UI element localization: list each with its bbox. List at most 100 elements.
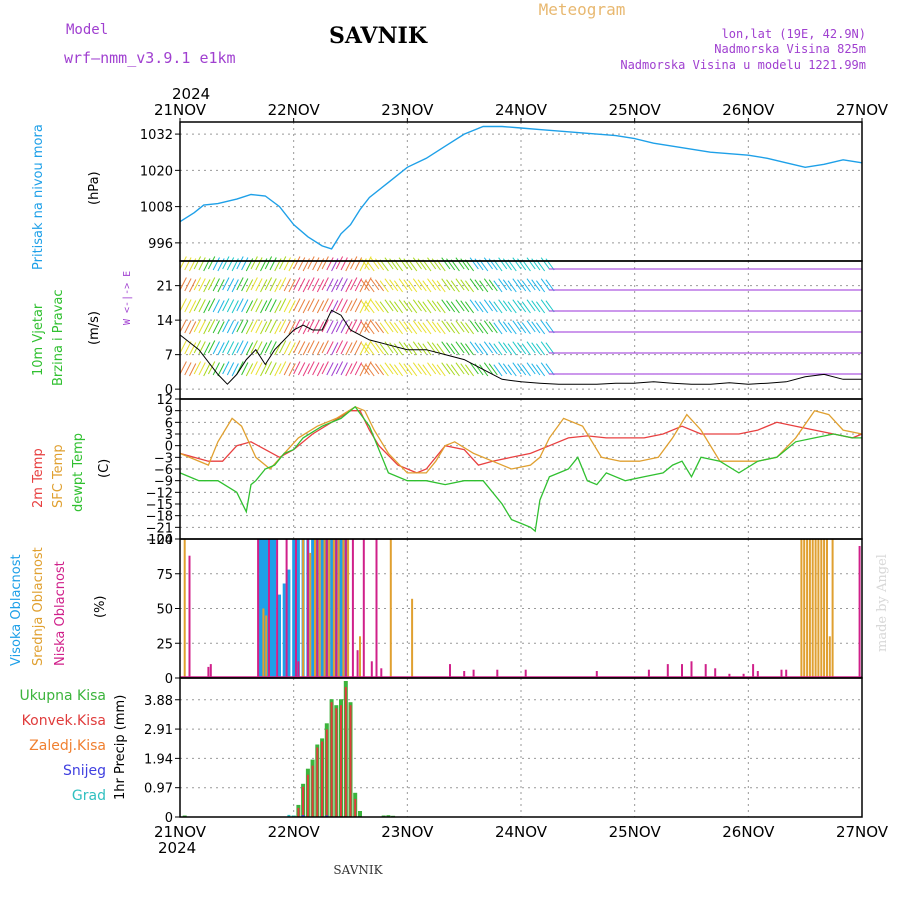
wind-barb [483, 257, 493, 270]
wind-barb [379, 301, 389, 314]
low-cloud-bar [647, 669, 650, 678]
wind-barb [245, 363, 254, 377]
low-cloud-bar [356, 650, 359, 678]
wind-barb [193, 361, 202, 375]
wind-barb [526, 278, 536, 291]
wind-barb [464, 322, 475, 335]
wind-barb [283, 320, 291, 334]
wind-barb [293, 256, 301, 270]
low-cloud-bar [335, 539, 338, 678]
wind-barb [483, 341, 493, 354]
wind-barb [469, 362, 479, 375]
y-tick-label: 3 [165, 428, 173, 443]
wind-barb [226, 299, 235, 313]
wind-barb [222, 361, 230, 375]
wind-barb [521, 322, 531, 335]
wind-barb [241, 299, 249, 313]
wind-barb [535, 343, 546, 356]
mid-cloud-bar [389, 539, 392, 678]
wind-barb [393, 322, 404, 335]
wind-barb [498, 320, 508, 333]
wind-barb [255, 278, 263, 292]
time-label-top: 24NOV [495, 101, 548, 119]
wind-barb [255, 341, 263, 355]
wind-barb [441, 278, 451, 291]
wind-barb [283, 257, 291, 271]
wind-barb [331, 321, 339, 335]
wind-barb [427, 278, 437, 291]
wind-barb [422, 322, 432, 335]
time-label-top: 23NOV [381, 101, 434, 119]
wind-barb [179, 319, 187, 333]
temp-label-2m: 2m Temp [31, 448, 46, 508]
wind-barb [403, 279, 413, 292]
conv-precip-bar [316, 747, 319, 817]
wind-barb [512, 341, 522, 354]
low-cloud-bar [297, 661, 300, 678]
wind-barb [441, 320, 451, 333]
wind-barb [469, 299, 479, 312]
y-tick-label: 25 [156, 637, 173, 652]
wind-barb [241, 320, 249, 334]
low-cloud-bar [316, 539, 319, 678]
wind-barb [502, 279, 512, 292]
wind-barb [422, 364, 432, 377]
wind-barb [226, 362, 235, 376]
wind-barb [302, 321, 310, 335]
wind-barb [217, 321, 225, 335]
wind-barb [321, 298, 329, 312]
wind-barb [540, 257, 550, 270]
wind-barb [269, 299, 277, 313]
wind-barb [331, 363, 339, 377]
wind-barb [460, 342, 470, 355]
wind-barb [316, 363, 325, 377]
wind-barb [403, 321, 413, 334]
low-cloud-bar [595, 671, 598, 678]
wind-barb [370, 257, 380, 270]
low-cloud-bar [351, 539, 354, 678]
wind-barb [498, 341, 508, 354]
wind-barb [350, 298, 358, 312]
wind-barb [269, 362, 277, 376]
wind-barb [307, 277, 315, 291]
mid-cloud-bar [411, 598, 414, 678]
wind-barb [354, 257, 363, 271]
y-tick-label: 1020 [140, 164, 173, 179]
time-label-top: 27NOV [836, 101, 889, 119]
wind-barb [408, 322, 418, 335]
low-cloud-bar [207, 666, 210, 678]
precip-ylabel: 1hr Precip (mm) [113, 695, 128, 800]
wind-barb [455, 278, 465, 291]
cloud-label-low: Niska Oblacnost [53, 561, 68, 666]
mid-cloud-bar [808, 539, 811, 678]
wind-barb [302, 342, 310, 356]
location-line-1: lon,lat (19E, 42.9N) [722, 27, 867, 41]
wind-barb [316, 279, 325, 293]
wind-barb [502, 363, 512, 376]
wind-barb [207, 298, 216, 312]
wind-barb [293, 298, 301, 312]
wind-barb [316, 342, 325, 356]
wind-barb [464, 364, 475, 377]
low-cloud-bar [681, 664, 683, 678]
y-tick-label: 50 [156, 603, 173, 618]
wind-barb [326, 257, 334, 271]
wind-barb [483, 278, 493, 291]
wind-barb [269, 320, 277, 334]
wind-barbs [179, 256, 862, 377]
wind-barb [359, 342, 367, 356]
wind-barb [212, 257, 220, 271]
wind-barb [345, 300, 353, 314]
wind-barb [207, 277, 216, 291]
wind-barb [365, 280, 375, 293]
wind-barb [393, 343, 404, 356]
wind-barb [241, 341, 249, 355]
wind-barb [207, 256, 216, 270]
wind-barb [398, 320, 408, 333]
mid-cloud-bar [800, 539, 803, 678]
wind-barb [446, 321, 456, 334]
mid-cloud-bar [820, 539, 823, 678]
wind-barb [526, 299, 536, 312]
wind-barb [365, 301, 375, 314]
